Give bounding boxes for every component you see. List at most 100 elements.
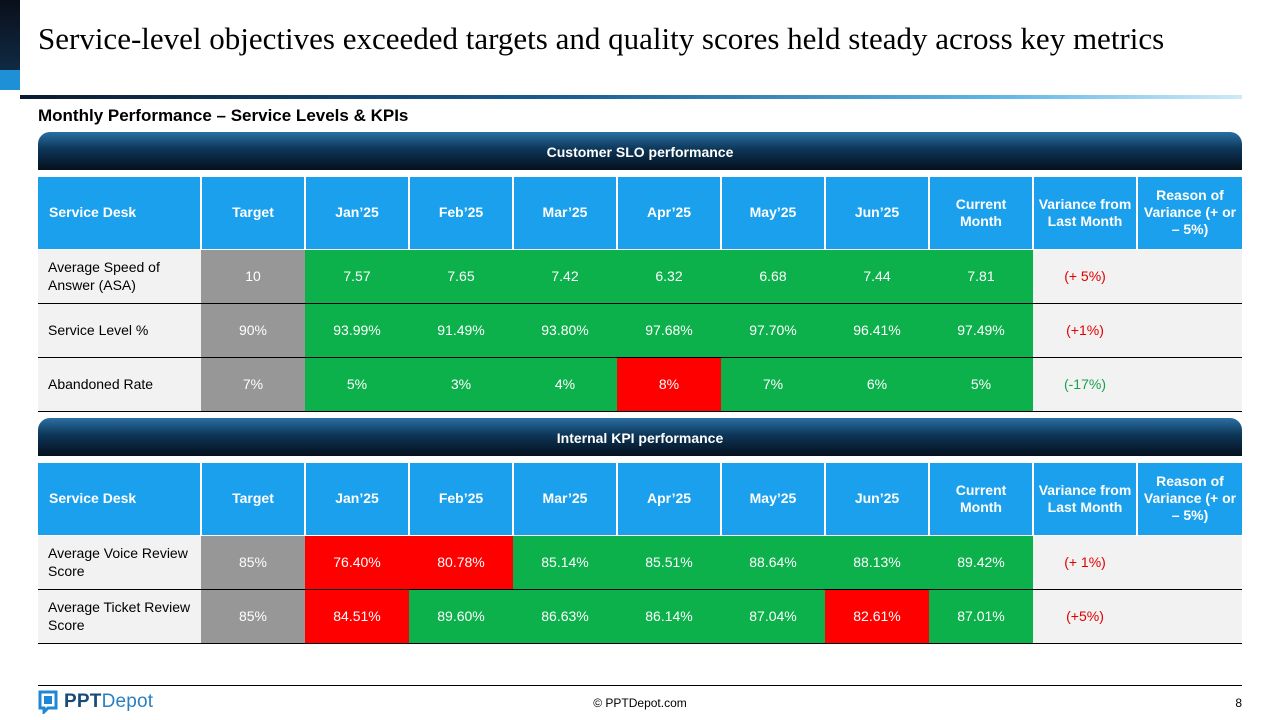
- pptdepot-logo: PPTDepot: [38, 689, 154, 716]
- reason-cell: [1137, 248, 1242, 304]
- month-cell: 5%: [305, 356, 409, 412]
- current-month-cell: 87.01%: [929, 588, 1033, 644]
- row-label: Average Voice Review Score: [38, 534, 201, 590]
- col-header-may: May’25: [720, 177, 825, 249]
- month-cell: 96.41%: [825, 302, 929, 358]
- variance-cell: (+ 5%): [1033, 248, 1137, 304]
- col-header-mar: Mar’25: [512, 463, 617, 535]
- month-cell: 6.32: [617, 248, 721, 304]
- section-header-internal-kpi: Internal KPI performance: [38, 418, 1242, 456]
- month-cell: 91.49%: [409, 302, 513, 358]
- month-cell: 97.68%: [617, 302, 721, 358]
- row-label: Service Level %: [38, 302, 201, 358]
- col-header-target: Target: [200, 177, 305, 249]
- variance-cell: (+ 1%): [1033, 534, 1137, 590]
- col-header-may: May’25: [720, 463, 825, 535]
- month-cell: 93.80%: [513, 302, 617, 358]
- logo-text: PPTDepot: [64, 691, 154, 712]
- month-cell: 89.60%: [409, 588, 513, 644]
- table-row: Average Voice Review Score 85% 76.40% 80…: [38, 534, 1242, 590]
- table-row: Average Ticket Review Score 85% 84.51% 8…: [38, 588, 1242, 644]
- row-label: Abandoned Rate: [38, 356, 201, 412]
- col-header-service-desk: Service Desk: [38, 463, 201, 535]
- month-cell: 86.14%: [617, 588, 721, 644]
- col-header-reason: Reason of Variance (+ or – 5%): [1136, 177, 1242, 249]
- accent-light: [0, 70, 20, 90]
- col-header-jun: Jun’25: [824, 463, 929, 535]
- current-month-cell: 89.42%: [929, 534, 1033, 590]
- slide-subtitle: Monthly Performance – Service Levels & K…: [38, 106, 409, 125]
- customer-slo-table: Service Desk Target Jan’25 Feb’25 Mar’25…: [38, 177, 1242, 412]
- month-cell: 88.13%: [825, 534, 929, 590]
- col-header-jun: Jun’25: [824, 177, 929, 249]
- variance-cell: (+1%): [1033, 302, 1137, 358]
- month-cell: 3%: [409, 356, 513, 412]
- section-header-customer-slo: Customer SLO performance: [38, 132, 1242, 170]
- current-month-cell: 7.81: [929, 248, 1033, 304]
- table-header-row: Service Desk Target Jan’25 Feb’25 Mar’25…: [38, 177, 1242, 249]
- target-cell: 85%: [201, 588, 305, 644]
- col-header-jan: Jan’25: [304, 177, 409, 249]
- target-cell: 10: [201, 248, 305, 304]
- copyright-text: © PPTDepot.com: [593, 696, 687, 710]
- reason-cell: [1137, 356, 1242, 412]
- current-month-cell: 5%: [929, 356, 1033, 412]
- target-cell: 85%: [201, 534, 305, 590]
- col-header-feb: Feb’25: [408, 463, 513, 535]
- month-cell: 87.04%: [721, 588, 825, 644]
- table-row: Abandoned Rate 7% 5% 3% 4% 8% 7% 6% 5% (…: [38, 356, 1242, 412]
- col-header-target: Target: [200, 463, 305, 535]
- table-header-row: Service Desk Target Jan’25 Feb’25 Mar’25…: [38, 463, 1242, 535]
- month-cell: 7.57: [305, 248, 409, 304]
- month-cell: 84.51%: [305, 588, 409, 644]
- month-cell: 85.51%: [617, 534, 721, 590]
- table-row: Average Speed of Answer (ASA) 10 7.57 7.…: [38, 248, 1242, 304]
- month-cell: 7%: [721, 356, 825, 412]
- col-header-variance: Variance from Last Month: [1032, 463, 1137, 535]
- slide-title: Service-level objectives exceeded target…: [38, 21, 1165, 56]
- col-header-current-month: Current Month: [928, 463, 1033, 535]
- col-header-service-desk: Service Desk: [38, 177, 201, 249]
- accent-block: [0, 0, 20, 90]
- col-header-current-month: Current Month: [928, 177, 1033, 249]
- row-label: Average Speed of Answer (ASA): [38, 248, 201, 304]
- month-cell: 76.40%: [305, 534, 409, 590]
- reason-cell: [1137, 534, 1242, 590]
- col-header-variance: Variance from Last Month: [1032, 177, 1137, 249]
- col-header-feb: Feb’25: [408, 177, 513, 249]
- month-cell: 85.14%: [513, 534, 617, 590]
- variance-cell: (-17%): [1033, 356, 1137, 412]
- month-cell: 4%: [513, 356, 617, 412]
- logo-icon: [38, 690, 58, 716]
- month-cell: 97.70%: [721, 302, 825, 358]
- month-cell: 8%: [617, 356, 721, 412]
- month-cell: 7.44: [825, 248, 929, 304]
- month-cell: 7.42: [513, 248, 617, 304]
- month-cell: 80.78%: [409, 534, 513, 590]
- footer-rule: [38, 685, 1242, 686]
- col-header-mar: Mar’25: [512, 177, 617, 249]
- row-label: Average Ticket Review Score: [38, 588, 201, 644]
- month-cell: 82.61%: [825, 588, 929, 644]
- page-number: 8: [1235, 696, 1242, 710]
- target-cell: 90%: [201, 302, 305, 358]
- accent-dark: [0, 0, 20, 70]
- variance-cell: (+5%): [1033, 588, 1137, 644]
- col-header-apr: Apr’25: [616, 177, 721, 249]
- col-header-jan: Jan’25: [304, 463, 409, 535]
- month-cell: 7.65: [409, 248, 513, 304]
- title-rule: [20, 95, 1242, 99]
- col-header-apr: Apr’25: [616, 463, 721, 535]
- month-cell: 86.63%: [513, 588, 617, 644]
- month-cell: 6%: [825, 356, 929, 412]
- internal-kpi-table: Service Desk Target Jan’25 Feb’25 Mar’25…: [38, 463, 1242, 644]
- month-cell: 93.99%: [305, 302, 409, 358]
- table-row: Service Level % 90% 93.99% 91.49% 93.80%…: [38, 302, 1242, 358]
- target-cell: 7%: [201, 356, 305, 412]
- month-cell: 6.68: [721, 248, 825, 304]
- col-header-reason: Reason of Variance (+ or – 5%): [1136, 463, 1242, 535]
- reason-cell: [1137, 588, 1242, 644]
- month-cell: 88.64%: [721, 534, 825, 590]
- current-month-cell: 97.49%: [929, 302, 1033, 358]
- reason-cell: [1137, 302, 1242, 358]
